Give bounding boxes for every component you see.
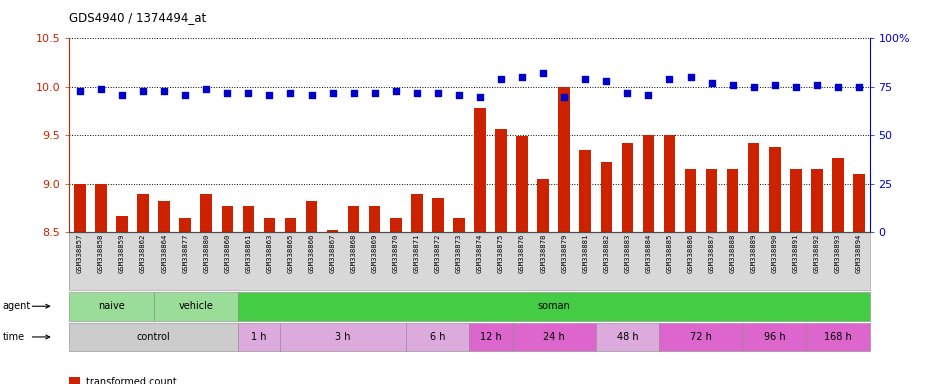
Bar <box>242 206 254 232</box>
Point <box>178 91 192 98</box>
Point <box>557 93 572 99</box>
Bar <box>306 201 317 232</box>
Text: 12 h: 12 h <box>480 332 501 342</box>
Text: GDS4940 / 1374494_at: GDS4940 / 1374494_at <box>69 12 206 25</box>
Point <box>326 89 340 96</box>
Bar <box>622 143 633 232</box>
Text: 3 h: 3 h <box>336 332 351 342</box>
Bar <box>643 135 654 232</box>
Point <box>746 84 761 90</box>
Text: 72 h: 72 h <box>690 332 712 342</box>
Point <box>136 88 151 94</box>
Text: 24 h: 24 h <box>543 332 564 342</box>
Bar <box>201 194 212 232</box>
Point <box>620 89 635 96</box>
Point <box>809 82 824 88</box>
Bar <box>95 184 106 232</box>
Point <box>410 89 425 96</box>
Bar <box>453 218 464 232</box>
Bar <box>516 136 528 232</box>
Point <box>262 91 277 98</box>
Bar <box>74 184 86 232</box>
Point <box>72 88 87 94</box>
Bar <box>663 135 675 232</box>
Point <box>788 84 803 90</box>
Bar <box>264 218 276 232</box>
Text: 96 h: 96 h <box>764 332 785 342</box>
Text: control: control <box>137 332 170 342</box>
Bar <box>117 216 128 232</box>
Text: naive: naive <box>98 301 125 311</box>
Bar <box>769 147 781 232</box>
Bar <box>411 194 423 232</box>
Point <box>156 88 171 94</box>
Point <box>283 89 298 96</box>
Point <box>367 89 382 96</box>
Point <box>304 91 319 98</box>
Bar <box>748 143 759 232</box>
Point <box>473 93 487 99</box>
Text: 48 h: 48 h <box>617 332 638 342</box>
Point <box>93 86 108 92</box>
Text: agent: agent <box>3 301 31 311</box>
Text: vehicle: vehicle <box>179 301 213 311</box>
Point <box>684 74 698 80</box>
Bar <box>706 169 718 232</box>
Bar <box>537 179 549 232</box>
Point <box>430 89 445 96</box>
Bar <box>158 201 170 232</box>
Bar <box>369 206 380 232</box>
Bar <box>811 169 822 232</box>
Point <box>220 89 235 96</box>
Bar <box>684 169 697 232</box>
Point <box>831 84 845 90</box>
Bar <box>285 218 296 232</box>
Point <box>514 74 529 80</box>
Bar <box>853 174 865 232</box>
Point <box>494 76 509 82</box>
Bar <box>137 194 149 232</box>
Bar <box>475 108 486 232</box>
Bar <box>390 218 401 232</box>
Point <box>578 76 593 82</box>
Bar <box>600 162 612 232</box>
Point <box>641 91 656 98</box>
Text: transformed count: transformed count <box>86 377 177 384</box>
Bar <box>495 129 507 232</box>
Point <box>852 84 867 90</box>
Point <box>598 78 613 84</box>
Text: 168 h: 168 h <box>824 332 852 342</box>
Bar <box>432 199 444 232</box>
Text: 6 h: 6 h <box>430 332 446 342</box>
Text: 1 h: 1 h <box>251 332 266 342</box>
Bar <box>348 206 360 232</box>
Point <box>662 76 677 82</box>
Bar <box>832 158 844 232</box>
Bar <box>327 230 339 232</box>
Point <box>451 91 466 98</box>
Text: time: time <box>3 332 25 342</box>
Point <box>536 70 550 76</box>
Bar <box>790 169 802 232</box>
Bar <box>727 169 738 232</box>
Point <box>768 82 783 88</box>
Point <box>240 89 255 96</box>
Bar <box>559 87 570 232</box>
Point <box>725 82 740 88</box>
Point <box>346 89 361 96</box>
Bar <box>221 206 233 232</box>
Point <box>199 86 214 92</box>
Point <box>388 88 403 94</box>
Point <box>704 80 719 86</box>
Bar <box>179 218 191 232</box>
Point <box>115 91 130 98</box>
Bar <box>579 150 591 232</box>
Text: soman: soman <box>537 301 570 311</box>
